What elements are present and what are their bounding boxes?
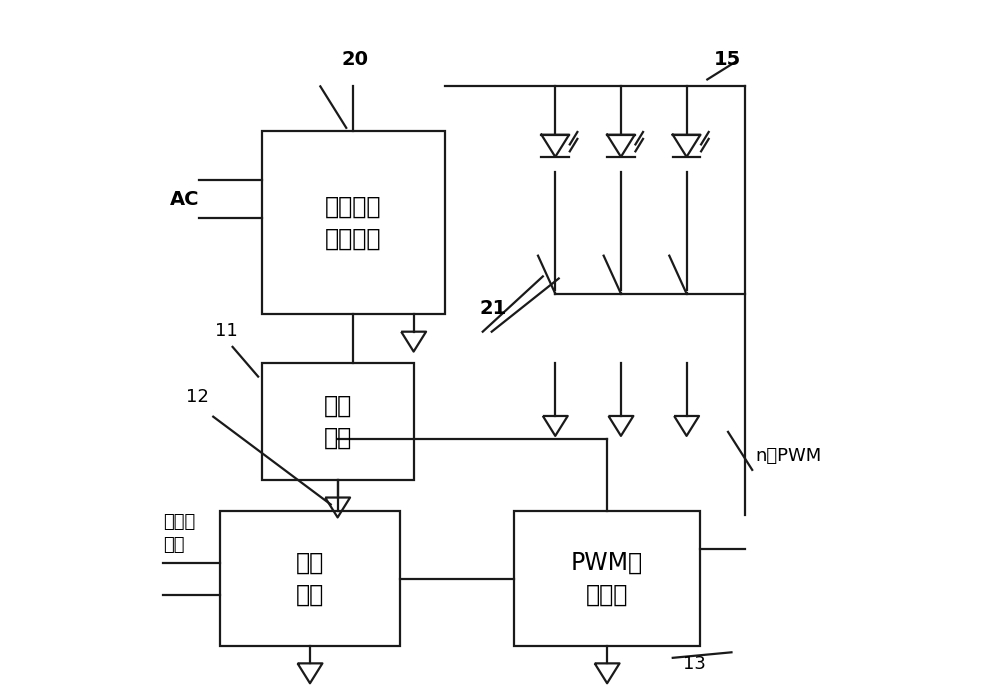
Text: 21: 21 [479, 299, 507, 318]
Text: 辅助
电源: 辅助 电源 [323, 394, 352, 449]
Bar [514, 511, 700, 646]
Text: 13: 13 [683, 655, 706, 673]
Text: AC: AC [170, 189, 199, 209]
Bar [220, 511, 400, 646]
Text: 隔离恒压
恒流电源: 隔离恒压 恒流电源 [325, 195, 381, 251]
Bar [262, 363, 414, 480]
Text: 11: 11 [215, 322, 238, 340]
Bar [262, 131, 445, 314]
Text: 通信
电路: 通信 电路 [296, 551, 324, 607]
Text: 15: 15 [714, 50, 741, 69]
Text: 12: 12 [186, 388, 208, 406]
Text: 与外界
通信: 与外界 通信 [163, 513, 195, 554]
Text: 20: 20 [341, 50, 368, 69]
Text: n路PWM: n路PWM [756, 447, 822, 465]
Text: PWM产
生电路: PWM产 生电路 [571, 551, 643, 607]
